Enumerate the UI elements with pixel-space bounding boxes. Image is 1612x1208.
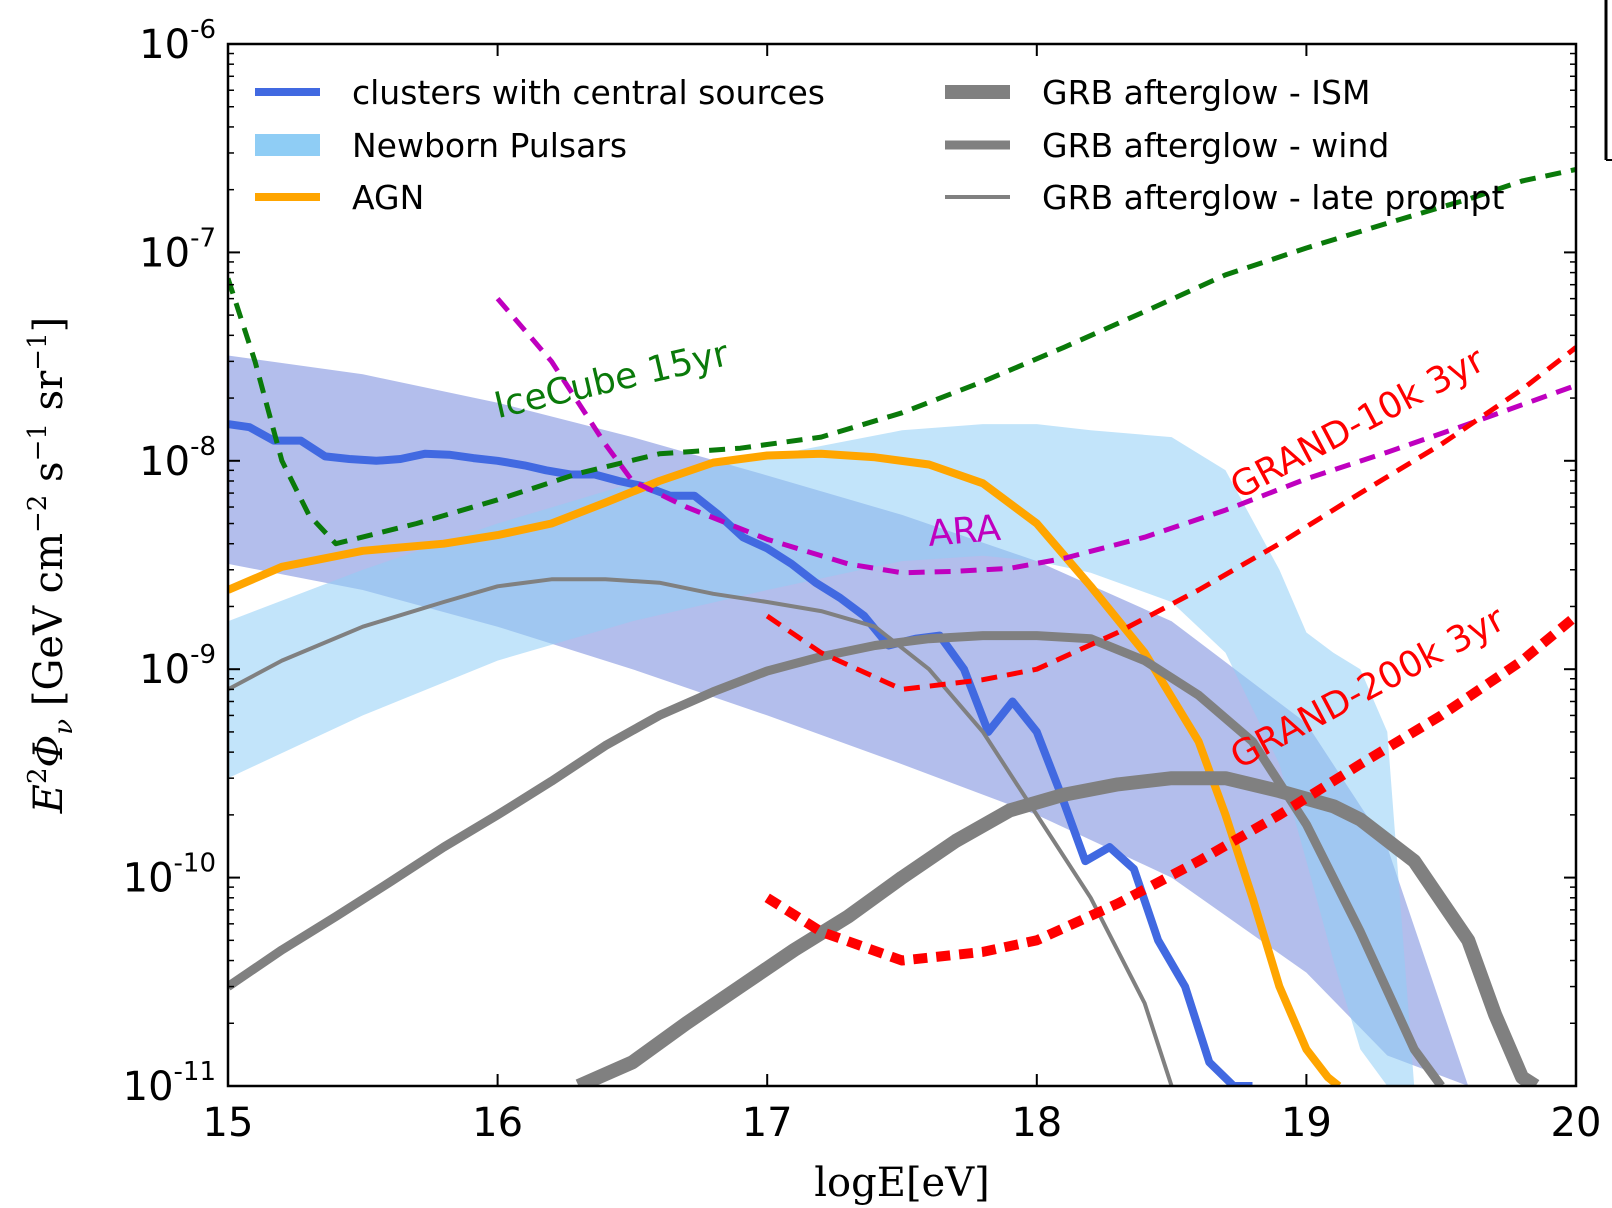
series-clusters-with-central-sources bbox=[228, 420, 1253, 1086]
edge-artifact bbox=[1604, 0, 1612, 161]
series-grand-200k-3yr bbox=[764, 612, 1576, 966]
y-tick-label: 10-8 bbox=[139, 432, 216, 485]
x-tick-label: 19 bbox=[1281, 1100, 1332, 1146]
y-tick-label: 10-6 bbox=[139, 15, 216, 68]
series-grb-afterglow-late-prompt bbox=[228, 577, 1174, 1086]
x-tick-label: 16 bbox=[472, 1100, 523, 1146]
series-grb-afterglow-ism bbox=[575, 771, 1540, 1086]
series-agn bbox=[228, 449, 1342, 1086]
series-grand-10k-3yr bbox=[765, 345, 1576, 692]
x-tick-label: 17 bbox=[742, 1100, 793, 1146]
y-tick-label: 10-10 bbox=[123, 849, 216, 902]
x-tick-label: 18 bbox=[1011, 1100, 1062, 1146]
legend-label-grb-afterglow-late-prompt: GRB afterglow - late prompt bbox=[1042, 178, 1504, 217]
y-axis-title: E2Φν [GeV cm−2 s−1 sr−1] bbox=[23, 317, 79, 814]
x-tick-label: 15 bbox=[203, 1100, 254, 1146]
ticks-layer: 15 16 17 18 19 20 10-6 10-7 10-8 10-9 10-10 10-11 bbox=[123, 15, 1602, 1146]
legend: clusters with central sources Newborn Pul… bbox=[255, 73, 1504, 217]
series-ara bbox=[495, 296, 1576, 576]
band-pulsars_band bbox=[228, 424, 1415, 1086]
series-icecube-15yr bbox=[228, 167, 1576, 547]
legend-label-clusters-with-central-sources: clusters with central sources bbox=[352, 73, 825, 112]
legend-label-newborn-pulsars: Newborn Pulsars bbox=[352, 126, 627, 165]
annotation-ara: ARA bbox=[926, 508, 1002, 555]
series-layer bbox=[228, 167, 1576, 1086]
legend-label-grb-afterglow-wind: GRB afterglow - wind bbox=[1042, 126, 1389, 165]
y-tick-label: 10-7 bbox=[139, 223, 216, 276]
y-tick-label: 10-9 bbox=[139, 640, 216, 693]
series-grb-afterglow-wind bbox=[228, 631, 1445, 1086]
x-tick-label: 20 bbox=[1551, 1100, 1602, 1146]
plot-frame bbox=[226, 42, 1578, 1088]
legend-label-agn: AGN bbox=[352, 178, 424, 217]
y-tick-label: 10-11 bbox=[123, 1057, 216, 1110]
x-axis-title: logE[eV] bbox=[814, 1160, 989, 1206]
legend-label-grb-afterglow-ism: GRB afterglow - ISM bbox=[1042, 73, 1370, 112]
bands-layer bbox=[228, 355, 1469, 1086]
